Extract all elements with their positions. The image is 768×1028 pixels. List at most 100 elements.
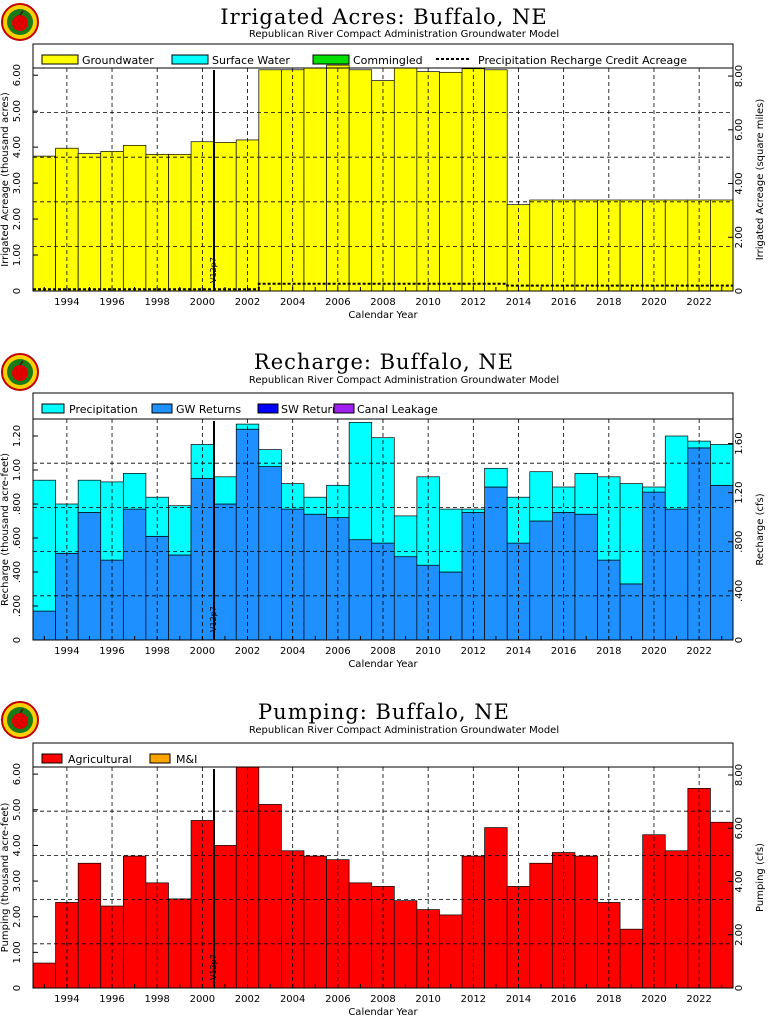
y2tick-label: 1.20 <box>734 482 745 504</box>
y2tick-label: 2.00 <box>734 924 745 946</box>
xtick-label: 1998 <box>144 646 169 657</box>
chart-subtitle: Republican River Compact Administration … <box>249 725 559 736</box>
y2tick-label: 6.00 <box>734 817 745 839</box>
bar-2003-gw-returns <box>258 466 282 641</box>
bar-2013-precipitation <box>484 467 508 488</box>
bar-1993-precipitation <box>32 479 56 612</box>
ytick-label: 6.00 <box>12 64 23 86</box>
bar-2015-agricultural <box>529 862 553 989</box>
legend-box <box>32 43 734 69</box>
bar-1995-agricultural <box>77 862 102 989</box>
bar-2021-groundwater <box>664 199 689 292</box>
bar-2003-precipitation <box>258 449 282 467</box>
legend-label: GW Returns <box>176 403 241 416</box>
version-label: V12p7 <box>209 954 218 980</box>
xtick-label: 1996 <box>99 646 124 657</box>
logo-stem <box>19 10 24 16</box>
bar-2013-agricultural <box>484 827 508 989</box>
legend-box <box>32 392 734 420</box>
y2tick-label: 0 <box>734 637 745 643</box>
xtick-label: 2008 <box>370 646 395 657</box>
apple-logo-icon <box>1 3 39 41</box>
ytick-label: 1.00 <box>12 244 23 266</box>
bar-2002-agricultural <box>235 766 260 989</box>
bar-1997-precipitation <box>122 473 147 510</box>
legend-label: Precipitation Recharge Credit Acreage <box>478 54 687 67</box>
bar-2019-groundwater <box>619 199 644 292</box>
y2tick-label: .800 <box>734 531 745 553</box>
legend-swatch <box>257 403 279 414</box>
xtick-label: 1994 <box>54 994 79 1005</box>
xtick-label: 2018 <box>596 646 621 657</box>
bar-1996-agricultural <box>100 905 124 989</box>
bar-2009-precipitation <box>393 515 418 558</box>
bar-2021-precipitation <box>664 435 689 510</box>
ytick-label: .200 <box>12 595 23 617</box>
bar-2021-gw-returns <box>664 508 689 641</box>
ytick-label: 1.00 <box>12 459 23 481</box>
version-label: V12p7 <box>209 606 218 632</box>
xtick-label: 2022 <box>686 994 711 1005</box>
bar-2005-precipitation <box>303 496 327 515</box>
logo-stem <box>19 708 24 714</box>
bar-1995-groundwater <box>77 153 102 292</box>
bar-1993-groundwater <box>32 155 56 292</box>
bar-2009-groundwater <box>393 67 418 292</box>
bar-2011-precipitation <box>439 508 463 573</box>
xtick-label: 2010 <box>415 994 440 1005</box>
xtick-label: 2014 <box>506 646 531 657</box>
xtick-label: 2014 <box>506 994 531 1005</box>
logo-apple <box>12 365 28 381</box>
xtick-label: 2020 <box>641 297 666 308</box>
bar-1999-groundwater <box>168 153 192 292</box>
apple-logo-icon <box>1 701 39 739</box>
ytick-label: 5.00 <box>12 799 23 821</box>
bar-2019-gw-returns <box>619 583 644 641</box>
legend-box <box>32 742 734 768</box>
bar-2013-gw-returns <box>484 486 508 641</box>
bar-2007-groundwater <box>348 69 373 292</box>
legend-label: Agricultural <box>68 753 132 766</box>
legend-label: M&I <box>176 753 197 766</box>
logo-stem <box>19 360 24 366</box>
legend-swatch <box>333 403 355 414</box>
bar-2018-gw-returns <box>597 559 621 641</box>
ytick-label: 4.00 <box>12 834 23 856</box>
y2tick-label: 8.00 <box>734 65 745 87</box>
y2tick-label: .400 <box>734 580 745 602</box>
bar-2015-gw-returns <box>529 520 553 641</box>
y-axis-label: Irrigated Acreage (thousand acres) <box>0 92 11 267</box>
version-label: V12p7 <box>209 257 218 283</box>
xtick-label: 2022 <box>686 646 711 657</box>
ytick-label: 3.00 <box>12 870 23 892</box>
xtick-label: 1996 <box>99 297 124 308</box>
bar-2019-agricultural <box>619 928 644 989</box>
bar-2003-agricultural <box>258 804 282 989</box>
bar-2005-gw-returns <box>303 513 327 641</box>
bar-2009-gw-returns <box>393 556 418 641</box>
ytick-label: 2.00 <box>12 906 23 928</box>
bar-1996-gw-returns <box>100 559 124 641</box>
y2tick-label: 8.00 <box>734 764 745 786</box>
bar-2017-groundwater <box>574 199 598 292</box>
x-axis-label: Calendar Year <box>348 310 418 321</box>
legend-swatch <box>41 54 79 65</box>
ytick-label: .800 <box>12 493 23 515</box>
xtick-label: 1994 <box>54 297 79 308</box>
ytick-label: 6.00 <box>12 763 23 785</box>
bar-2023-groundwater <box>710 199 734 292</box>
xtick-label: 1996 <box>99 994 124 1005</box>
xtick-label: 2022 <box>686 297 711 308</box>
x-axis-label: Calendar Year <box>348 659 418 670</box>
xtick-label: 2010 <box>415 646 440 657</box>
bar-2023-precipitation <box>710 444 734 486</box>
xtick-label: 2006 <box>325 994 350 1005</box>
xtick-label: 2004 <box>280 297 305 308</box>
bar-2013-groundwater <box>484 69 508 292</box>
xtick-label: 2000 <box>190 646 215 657</box>
y2tick-label: 4.00 <box>734 172 745 194</box>
legend-swatch <box>171 54 209 65</box>
